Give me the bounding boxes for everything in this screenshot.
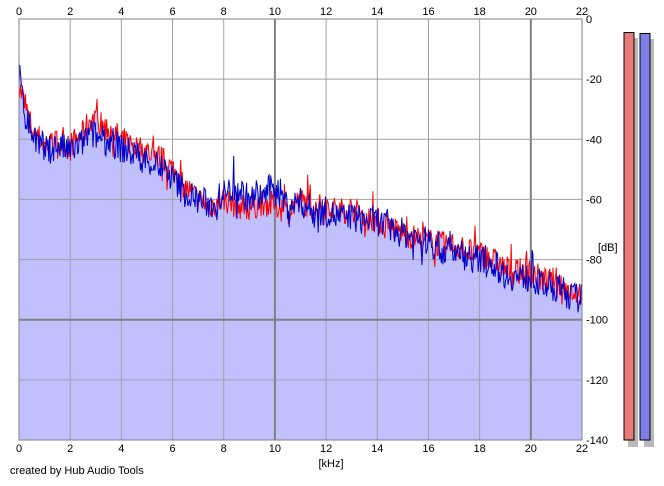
y-tick-label: -140 bbox=[586, 435, 608, 447]
y-tick-label: -100 bbox=[586, 315, 608, 327]
y-axis-label: [dB] bbox=[598, 242, 618, 254]
spectrum-lines bbox=[18, 64, 583, 313]
x-tick-label-bottom: 16 bbox=[422, 443, 434, 455]
x-tick-label-top: 4 bbox=[118, 6, 124, 18]
x-axis-top: 0 2 4 6 8 10 12 14 16 18 20 22 bbox=[16, 6, 588, 18]
x-tick-label-top: 14 bbox=[371, 6, 383, 18]
x-tick-label-bottom: 18 bbox=[474, 443, 486, 455]
x-tick-label-bottom: 20 bbox=[525, 443, 537, 455]
x-tick-label-bottom: 10 bbox=[269, 443, 281, 455]
y-tick-label: -60 bbox=[586, 194, 602, 206]
spectrum-area bbox=[19, 64, 582, 441]
x-tick-label-top: 18 bbox=[474, 6, 486, 18]
x-tick-label-bottom: 6 bbox=[169, 443, 175, 455]
x-axis-bottom: 0 2 4 6 8 10 12 14 16 18 20 22 bbox=[16, 443, 588, 455]
x-tick-label-top: 8 bbox=[221, 6, 227, 18]
x-tick-label-top: 10 bbox=[269, 6, 281, 18]
y-axis-right: 0 -20 -40 -60 -80 -100 -120 -140 bbox=[586, 14, 608, 447]
x-tick-label-bottom: 0 bbox=[16, 443, 22, 455]
y-tick-label: -40 bbox=[586, 134, 602, 146]
x-tick-label-top: 0 bbox=[16, 6, 22, 18]
level-meter-right bbox=[639, 33, 651, 441]
level-meters bbox=[623, 32, 654, 447]
x-tick-label-top: 20 bbox=[525, 6, 537, 18]
x-tick-label-bottom: 8 bbox=[221, 443, 227, 455]
x-tick-label-top: 2 bbox=[67, 6, 73, 18]
y-tick-label: -20 bbox=[586, 74, 602, 86]
x-tick-label-bottom: 12 bbox=[320, 443, 332, 455]
y-tick-label: -80 bbox=[586, 255, 602, 267]
series-red-line bbox=[18, 84, 583, 306]
x-tick-label-top: 6 bbox=[169, 6, 175, 18]
level-meter-left bbox=[623, 32, 635, 441]
x-tick-label-bottom: 2 bbox=[67, 443, 73, 455]
x-tick-label-top: 16 bbox=[422, 6, 434, 18]
spectrum-fill bbox=[19, 64, 582, 441]
x-tick-label-top: 22 bbox=[576, 6, 588, 18]
y-tick-label: -120 bbox=[586, 375, 608, 387]
x-tick-label-bottom: 4 bbox=[118, 443, 124, 455]
credit-text: created by Hub Audio Tools bbox=[10, 465, 144, 477]
y-tick-label: 0 bbox=[586, 14, 592, 26]
x-tick-label-top: 12 bbox=[320, 6, 332, 18]
plot-border bbox=[18, 18, 583, 441]
x-tick-label-bottom: 22 bbox=[576, 443, 588, 455]
series-blue-line bbox=[18, 64, 582, 313]
x-axis-label: [kHz] bbox=[318, 458, 343, 470]
x-tick-label-bottom: 14 bbox=[371, 443, 383, 455]
